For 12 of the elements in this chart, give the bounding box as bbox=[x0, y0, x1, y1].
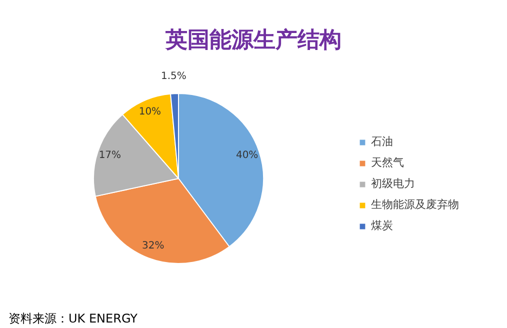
data-label: 40% bbox=[236, 150, 258, 162]
data-label: 32% bbox=[142, 240, 164, 252]
legend-label: 天然气 bbox=[371, 155, 404, 170]
legend-label: 生物能源及废弃物 bbox=[371, 197, 459, 212]
text: 资料来源：UK ENERGY bbox=[8, 312, 138, 326]
legend-label: 初级电力 bbox=[371, 176, 415, 191]
data-label: 17% bbox=[98, 150, 122, 162]
data-label: 1.5% bbox=[161, 71, 186, 82]
chart-title: 英国能源生产结构 bbox=[164, 27, 342, 53]
data-label: 10% bbox=[138, 106, 162, 118]
legend-label: 煤炭 bbox=[371, 218, 393, 233]
legend-label: 石油 bbox=[371, 134, 393, 149]
